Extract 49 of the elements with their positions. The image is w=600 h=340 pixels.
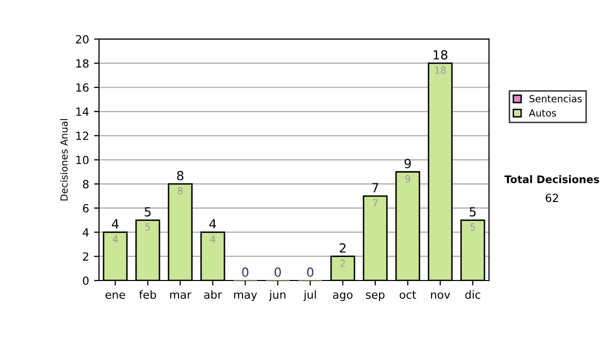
x-tick-label: ago [333, 292, 352, 301]
total-label: 0 [242, 267, 248, 277]
x-tick-label: abr [204, 290, 222, 299]
text: Total Decisiones [504, 175, 600, 184]
data-label: 8 [178, 187, 183, 194]
total-label: 2 [340, 243, 346, 253]
data-label: 5 [470, 223, 475, 231]
y-tick-label: 8 [82, 180, 89, 188]
y-tick-label: 0 [82, 276, 89, 285]
y-tick-label: 2 [83, 252, 88, 261]
x-tick-label: jun [268, 290, 286, 301]
data-label: 18 [435, 66, 446, 74]
y-tick-label: 10 [76, 156, 89, 164]
total-label: 4 [112, 219, 119, 228]
total-label: 5 [470, 207, 476, 217]
data-label: 4 [112, 236, 118, 243]
x-tick-label: oct [400, 290, 416, 299]
text: 62 [546, 194, 558, 202]
x-tick-label: ene [106, 292, 126, 299]
data-label: 9 [405, 175, 410, 182]
y-tick-label: 12 [76, 132, 88, 140]
total-label: 18 [434, 50, 448, 60]
y-tick-label: 4 [82, 228, 89, 236]
y-axis-title: Decisiones Anual [60, 119, 68, 200]
legend-label: Sentencias [530, 94, 582, 102]
total-label: 7 [372, 183, 378, 192]
data-label: 4 [210, 236, 216, 243]
x-tick-label: dic [465, 290, 480, 299]
x-tick-label: nov [431, 292, 450, 299]
y-tick-label: 14 [76, 108, 89, 116]
y-tick-label: 18 [76, 59, 89, 68]
x-tick-label: sep [366, 292, 384, 301]
x-tick-label: feb [139, 290, 156, 299]
x-tick-label: jul [303, 290, 316, 301]
legend-label: Autos [528, 109, 556, 117]
data-label: 7 [372, 199, 378, 206]
y-tick-label: 6 [82, 204, 89, 212]
x-tick-label: mar [170, 292, 192, 299]
total-label: 0 [307, 267, 314, 277]
total-label: 4 [209, 219, 216, 228]
data-label: 5 [145, 223, 150, 231]
x-tick-label: may [234, 292, 258, 301]
total-label: 8 [177, 170, 184, 180]
data-label: 2 [340, 260, 345, 267]
y-tick-label: 20 [76, 35, 89, 44]
total-label: 5 [144, 207, 151, 217]
total-label: 0 [274, 267, 281, 277]
total-label: 9 [404, 158, 411, 168]
y-tick-label: 16 [76, 83, 89, 92]
